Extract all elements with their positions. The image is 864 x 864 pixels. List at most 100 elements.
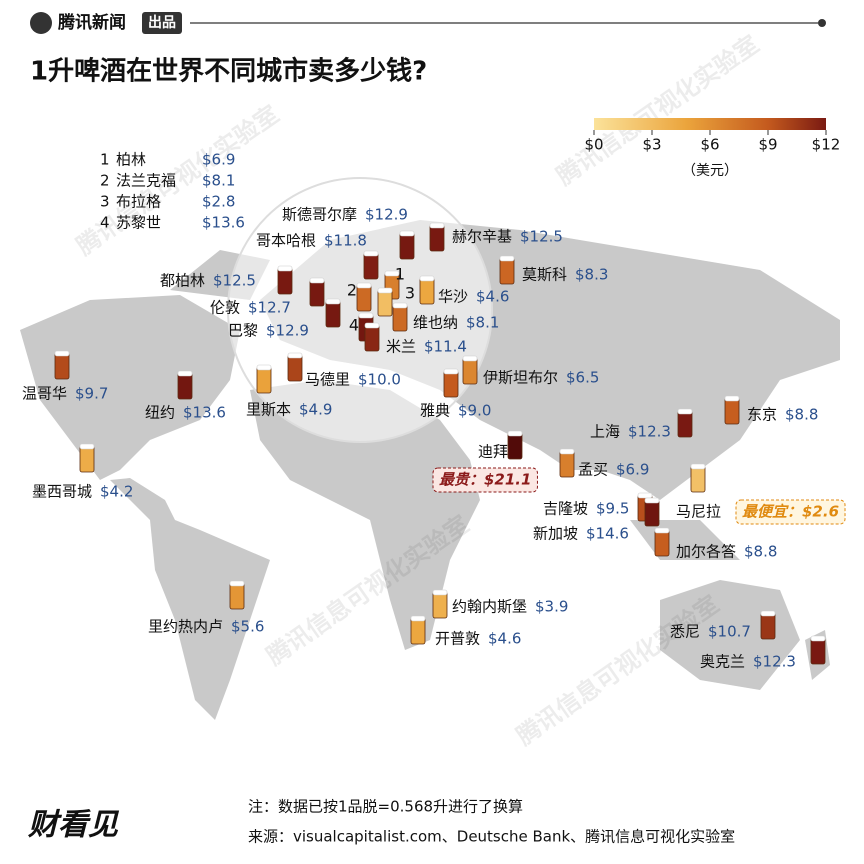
beer-glass	[392, 304, 408, 332]
beer-foam	[443, 368, 459, 375]
list-price: $8.1	[202, 172, 235, 190]
beer-glass	[429, 224, 445, 252]
map-number: 3	[405, 284, 415, 303]
footer-note: 注：数据已按1品脱=0.568升进行了换算	[248, 798, 523, 816]
city-price: $9.7	[75, 385, 108, 403]
city-name: 都柏林	[160, 272, 205, 290]
city-name: 里约热内卢	[148, 618, 223, 636]
city-name: 迪拜	[478, 443, 508, 461]
list-name: 法兰克福	[116, 172, 176, 190]
list-price: $6.9	[202, 151, 235, 169]
city-name: 约翰内斯堡	[452, 598, 527, 616]
beer-foam	[559, 448, 575, 455]
city-name: 赫尔辛基	[452, 228, 512, 246]
city-price: $12.7	[248, 299, 291, 317]
city-name: 新加坡	[533, 525, 578, 543]
beer-foam	[410, 615, 426, 622]
city-name: 斯德哥尔摩	[282, 206, 357, 224]
beer-foam	[377, 287, 393, 294]
beer-foam	[384, 270, 400, 277]
city-price: $4.9	[299, 401, 332, 419]
beer-glass	[364, 324, 380, 352]
beer-foam	[229, 580, 245, 587]
city-price: $12.3	[628, 423, 671, 441]
city-name: 马德里	[305, 371, 350, 389]
beer-glass	[654, 529, 670, 557]
beer-glass	[325, 300, 341, 328]
beer-foam	[325, 298, 341, 305]
city-name: 巴黎	[228, 322, 258, 340]
title: 1升啤酒在世界不同城市卖多少钱?	[30, 56, 427, 87]
beer-foam	[637, 492, 653, 499]
beer-glass	[256, 366, 272, 394]
city-name: 吉隆坡	[543, 500, 588, 518]
beer-foam	[356, 282, 372, 289]
callout-box	[432, 467, 538, 493]
city-price: $6.9	[616, 461, 649, 479]
beer-foam	[363, 250, 379, 257]
city-price: $13.6	[183, 404, 226, 422]
badge: 出品	[148, 14, 176, 31]
beer-glass	[177, 372, 193, 400]
city-name: 雅典	[420, 402, 450, 420]
beer-foam	[690, 463, 706, 470]
beer-foam	[507, 430, 523, 437]
beer-glass	[760, 612, 776, 640]
legend-unit: （美元）	[682, 163, 738, 179]
list-number: 1	[100, 151, 110, 169]
city-name: 墨西哥城	[32, 483, 92, 501]
map-number: 1	[395, 265, 405, 284]
beer-glass	[287, 354, 303, 382]
beer-glass	[507, 432, 523, 460]
beer-glass	[309, 279, 325, 307]
beer-foam	[644, 497, 660, 504]
footer-source: 来源：visualcapitalist.com、Deutsche Bank、腾讯…	[248, 828, 735, 846]
beer-glass	[410, 617, 426, 645]
map-number: 2	[347, 281, 357, 300]
city-price: $4.2	[100, 483, 133, 501]
city-name: 温哥华	[22, 385, 67, 403]
legend-tick-label: $6	[700, 136, 719, 154]
beer-glass	[462, 357, 478, 385]
city-price: $3.9	[535, 598, 568, 616]
beer-foam	[399, 230, 415, 237]
city-name: 伦敦	[210, 299, 240, 317]
list-name: 布拉格	[116, 193, 161, 211]
beer-foam	[462, 355, 478, 362]
beer-foam	[499, 255, 515, 262]
list-number: 2	[100, 172, 110, 190]
beer-glass	[419, 277, 435, 305]
city-name: 孟买	[578, 461, 608, 479]
city-price: $4.6	[476, 288, 509, 306]
city-price: $8.3	[575, 266, 608, 284]
beer-foam	[277, 265, 293, 272]
city-price: $14.6	[586, 525, 629, 543]
beer-glass	[644, 499, 660, 527]
badge-box	[142, 12, 182, 34]
north-america	[20, 295, 240, 480]
city-name: 里斯本	[246, 401, 291, 419]
beer-foam	[177, 370, 193, 377]
beer-glass	[54, 352, 70, 380]
beer-foam	[392, 302, 408, 309]
legend-tick-label: $12	[812, 136, 841, 154]
city-name: 纽约	[145, 404, 175, 422]
brand-icon	[30, 12, 52, 34]
beer-glass	[677, 410, 693, 438]
city-price: $9.0	[458, 402, 491, 420]
list-name: 柏林	[116, 151, 146, 169]
map-number: 4	[349, 316, 359, 335]
list-name: 苏黎世	[116, 214, 161, 232]
beer-foam	[358, 312, 374, 319]
legend-tick-label: $3	[642, 136, 661, 154]
africa	[250, 380, 480, 650]
beer-glass	[377, 289, 393, 317]
city-name: 悉尼	[670, 623, 700, 641]
beer-foam	[654, 527, 670, 534]
beer-glass	[277, 267, 293, 295]
city-price: $12.9	[365, 206, 408, 224]
beer-foam	[256, 364, 272, 371]
list-number: 3	[100, 193, 110, 211]
city-price: $12.3	[753, 653, 796, 671]
list-price: $2.8	[202, 193, 235, 211]
